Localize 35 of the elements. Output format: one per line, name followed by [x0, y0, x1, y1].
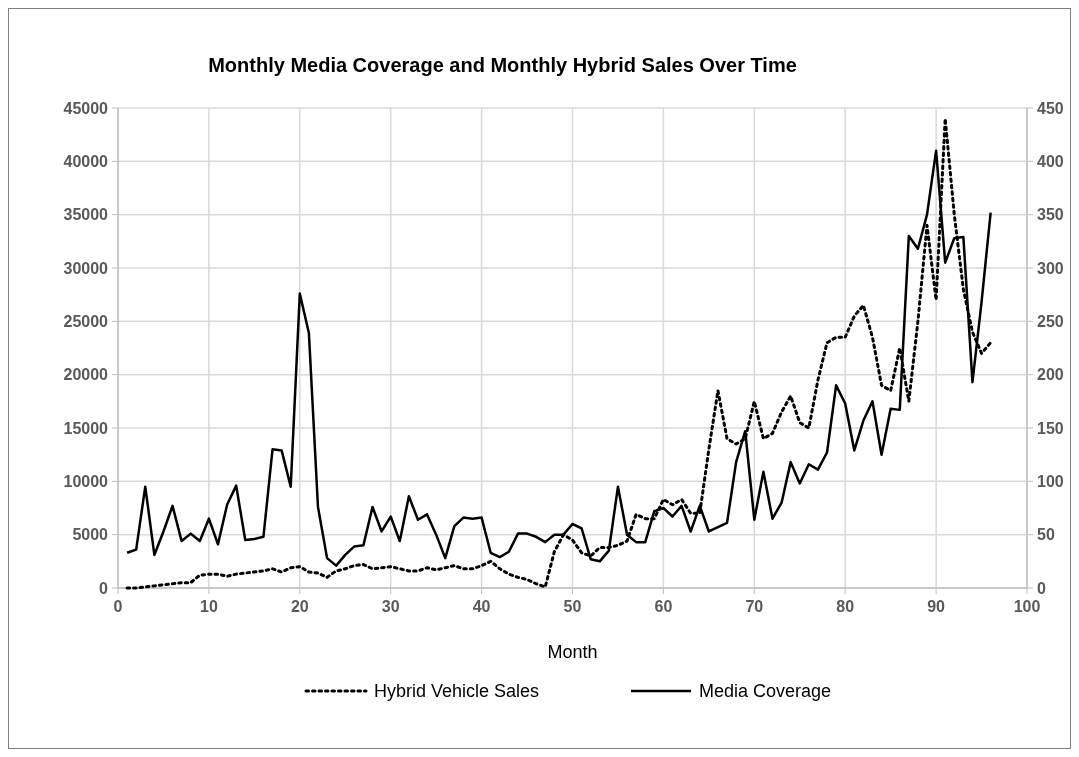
x-tick-label: 80	[836, 598, 855, 615]
x-tick-label: 40	[472, 598, 491, 615]
y-tick-label: 30000	[63, 259, 109, 277]
x-tick-label: 20	[290, 598, 309, 615]
y-tick-label: 25000	[63, 312, 109, 330]
y-tick-label: 20000	[63, 366, 109, 384]
y2-tick-label: 0	[1037, 579, 1046, 597]
x-tick-label: 90	[927, 598, 946, 615]
y-tick-label: 35000	[63, 206, 109, 224]
y2-tick-label: 450	[1037, 99, 1064, 117]
y-tick-label: 15000	[63, 419, 109, 437]
y-tick-label: 40000	[63, 152, 109, 170]
y-tick-label: 5000	[72, 526, 109, 544]
y2-tick-label: 200	[1037, 366, 1064, 384]
y2-tick-label: 100	[1037, 472, 1064, 490]
y2-tick-label: 350	[1037, 206, 1064, 224]
y-tick-label: 0	[99, 579, 109, 597]
chart-title: Monthly Media Coverage and Monthly Hybrid Sales Over Time	[208, 54, 797, 76]
x-tick-label: 0	[113, 598, 123, 615]
x-tick-label: 50	[563, 598, 582, 615]
y2-tick-label: 300	[1037, 259, 1064, 277]
x-axis-title: Month	[547, 642, 598, 662]
y2-tick-label: 150	[1037, 419, 1064, 437]
y2-tick-label: 250	[1037, 312, 1064, 330]
y-tick-label: 45000	[63, 99, 109, 117]
y2-tick-label: 400	[1037, 152, 1064, 170]
x-tick-label: 10	[200, 598, 218, 615]
legend-label: Hybrid Vehicle Sales	[374, 681, 540, 702]
x-tick-label: 60	[654, 598, 673, 615]
y2-tick-label: 50	[1037, 526, 1055, 544]
x-tick-label: 30	[381, 598, 400, 615]
x-tick-label: 100	[1013, 598, 1041, 615]
legend-label: Media Coverage	[699, 681, 832, 702]
y-tick-label: 10000	[63, 472, 109, 490]
x-tick-label: 70	[745, 598, 764, 615]
